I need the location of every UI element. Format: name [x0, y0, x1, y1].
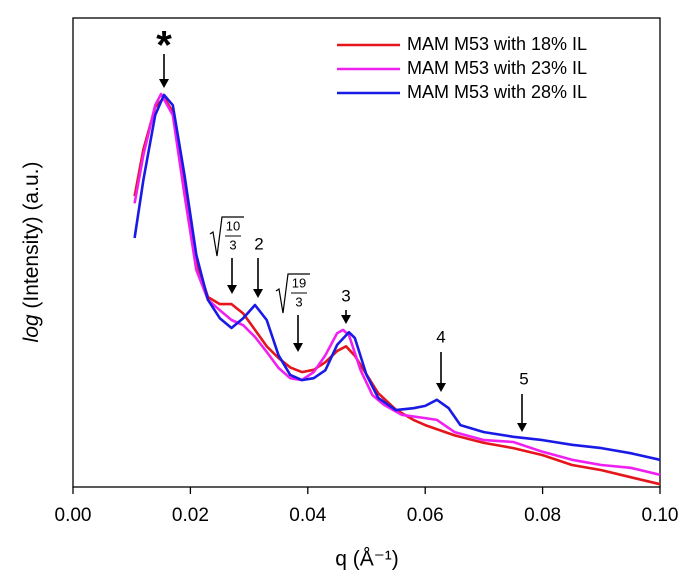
- legend-label: MAM M53 with 18% IL: [407, 34, 587, 54]
- annotation-arrowhead: [436, 383, 446, 392]
- radical-sign: [275, 273, 310, 314]
- x-tick-label: 0.00: [55, 505, 92, 526]
- series-line: [133, 96, 661, 486]
- annotation-label: 4: [436, 327, 445, 346]
- annotation-label: 5: [519, 369, 528, 388]
- fraction-numerator: 19: [292, 275, 306, 290]
- radical-sign: [209, 216, 244, 257]
- fraction-numerator: 10: [226, 218, 240, 233]
- x-axis-label: q (Å⁻¹): [335, 548, 399, 571]
- x-tick-label: 0.02: [172, 505, 209, 526]
- fraction-denominator: 3: [229, 237, 236, 252]
- x-tick-label: 0.04: [289, 505, 326, 526]
- annotation-sqrt: 193: [275, 273, 310, 314]
- x-tick-label: 0.08: [524, 505, 561, 526]
- annotation-arrowhead: [159, 79, 169, 88]
- annotation-arrowhead: [227, 285, 237, 294]
- legend-label: MAM M53 with 28% IL: [407, 82, 587, 102]
- annotation-arrowhead: [253, 289, 263, 298]
- annotation-label: *: [156, 24, 172, 68]
- series-line: [133, 93, 661, 462]
- annotation-arrowhead: [517, 423, 527, 432]
- plot-frame: [72, 17, 661, 488]
- annotation-sqrt: 103: [209, 216, 244, 257]
- fraction-denominator: 3: [295, 294, 302, 309]
- y-label-rest: (Intensity) (a.u.): [20, 162, 43, 315]
- y-label-italic: log: [20, 314, 43, 342]
- y-axis-label: log (Intensity) (a.u.): [20, 162, 43, 343]
- x-tick-label: 0.10: [642, 505, 679, 526]
- legend-label: MAM M53 with 23% IL: [407, 58, 587, 78]
- annotation-label: 3: [341, 286, 350, 305]
- x-tick-label: 0.06: [407, 505, 444, 526]
- annotation-label: 2: [254, 234, 263, 253]
- annotation-arrowhead: [293, 343, 303, 352]
- annotation-arrowhead: [341, 315, 351, 324]
- series-line: [133, 92, 661, 477]
